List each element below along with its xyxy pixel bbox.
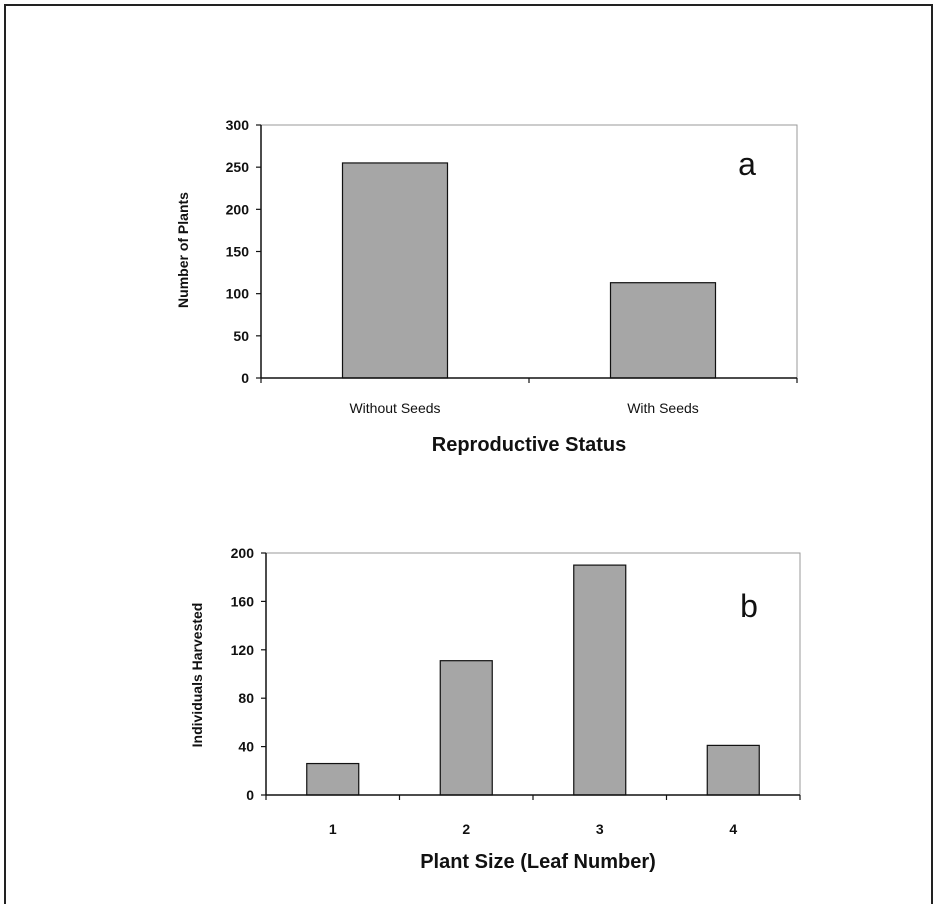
bar-a-1 bbox=[341, 162, 449, 379]
y-tick-label-b-0: 0 bbox=[246, 787, 254, 803]
y-tick-label-a-100: 100 bbox=[226, 286, 250, 302]
chart-b: b Plant Size (Leaf Number) Individuals H… bbox=[189, 545, 801, 873]
y-axis-label-a: Number of Plants bbox=[175, 192, 191, 308]
panel-label-b: b bbox=[740, 588, 758, 624]
y-tick-label-a-50: 50 bbox=[233, 328, 249, 344]
x-axis-label-b: Plant Size (Leaf Number) bbox=[420, 851, 656, 873]
bar-b-1 bbox=[306, 762, 360, 796]
x-axis-label-a: Reproductive Status bbox=[432, 434, 626, 456]
x-tick-label-a-2: With Seeds bbox=[627, 400, 699, 416]
x-tick-label-a-1: Without Seeds bbox=[349, 400, 440, 416]
y-tick-label-a-150: 150 bbox=[226, 244, 250, 260]
y-axis-label-b: Individuals Harvested bbox=[189, 603, 205, 748]
y-tick-label-b-160: 160 bbox=[231, 593, 255, 609]
x-tick-label-b-2: 2 bbox=[462, 821, 470, 837]
y-tick-label-a-200: 200 bbox=[226, 201, 250, 217]
y-tick-label-b-120: 120 bbox=[231, 642, 255, 658]
y-tick-label-a-300: 300 bbox=[226, 117, 250, 133]
plot-area-0 bbox=[260, 124, 798, 379]
y-tick-label-b-80: 80 bbox=[238, 690, 254, 706]
bar-b-3 bbox=[573, 564, 627, 796]
chart-a: a Reproductive Status Number of Plants 0… bbox=[175, 117, 798, 456]
x-tick-label-b-3: 3 bbox=[596, 821, 604, 837]
y-tick-label-b-40: 40 bbox=[238, 739, 254, 755]
x-tick-label-b-1: 1 bbox=[329, 821, 337, 837]
x-tick-label-b-4: 4 bbox=[729, 821, 737, 837]
panel-label-a: a bbox=[738, 146, 756, 182]
y-tick-label-a-250: 250 bbox=[226, 159, 250, 175]
y-tick-label-a-0: 0 bbox=[241, 370, 249, 386]
bar-b-4 bbox=[706, 744, 760, 796]
bar-b-2 bbox=[439, 660, 493, 796]
y-tick-label-b-200: 200 bbox=[231, 545, 255, 561]
bar-a-2 bbox=[609, 282, 717, 379]
